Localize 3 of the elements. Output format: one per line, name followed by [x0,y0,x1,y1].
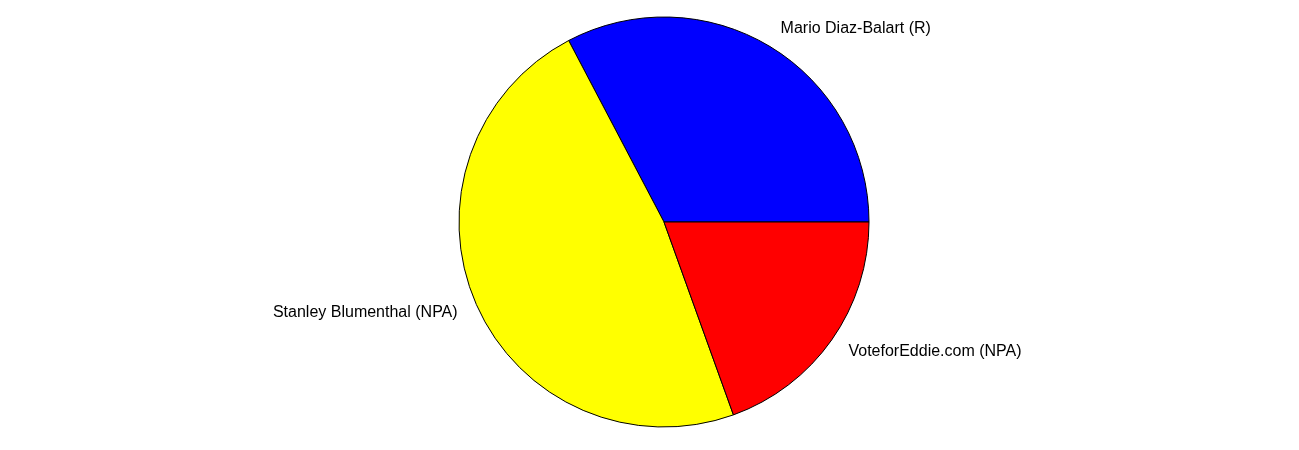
slice-label: Mario Diaz-Balart (R) [780,19,931,37]
slice-label: VoteforEddie.com (NPA) [848,341,1022,359]
slice-label: Stanley Blumenthal (NPA) [272,303,458,321]
